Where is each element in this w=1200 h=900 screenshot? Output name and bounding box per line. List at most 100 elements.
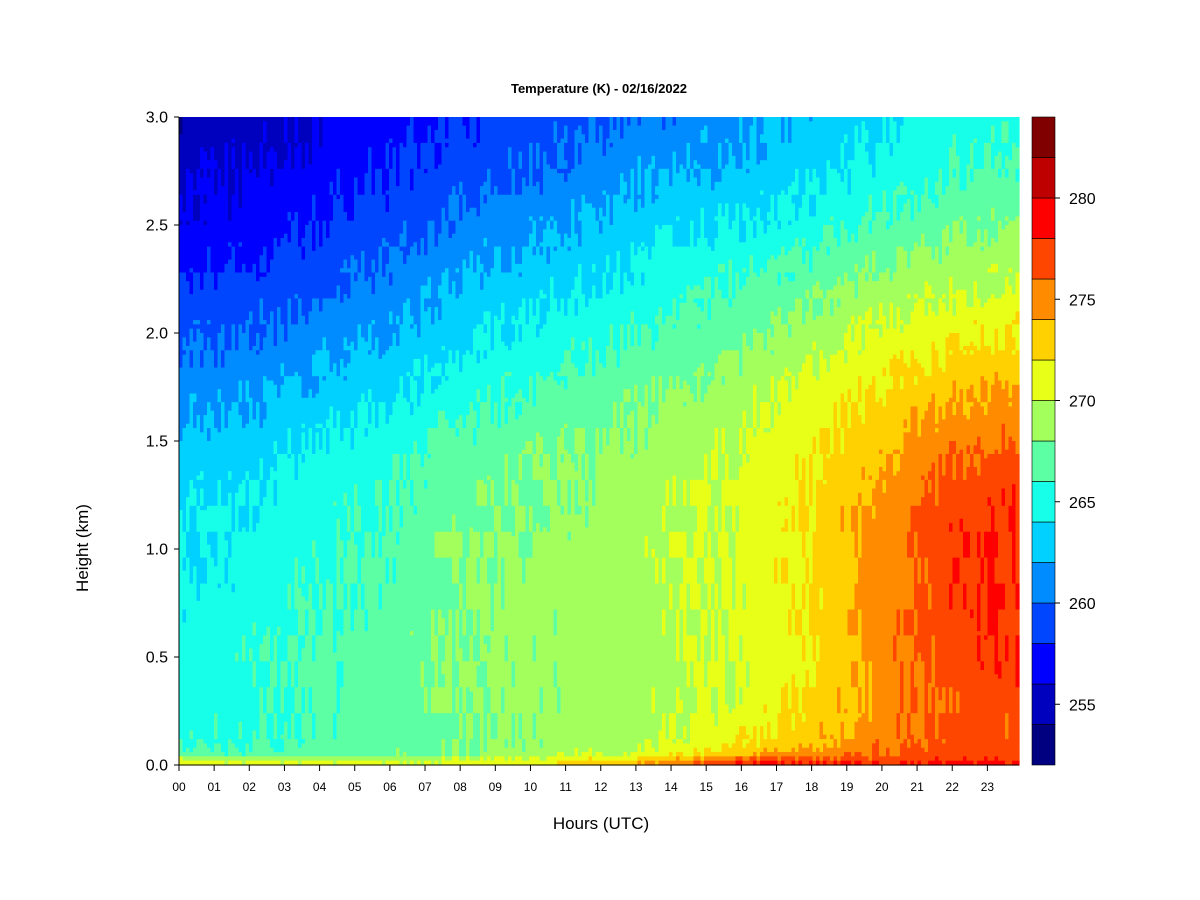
heatmap-cell — [284, 337, 289, 343]
heatmap-cell — [560, 237, 565, 243]
heatmap-cell — [287, 302, 292, 308]
heatmap-cell — [529, 173, 534, 179]
heatmap-cell — [984, 337, 996, 343]
heatmap-cell — [893, 272, 1017, 278]
heatmap-cell — [1005, 155, 1010, 161]
heatmap-cell — [483, 194, 488, 200]
heatmap-cell — [424, 250, 429, 256]
heatmap-cell — [221, 389, 240, 395]
heatmap-cell — [788, 250, 803, 256]
heatmap-cell — [665, 320, 772, 325]
heatmap-cell — [217, 281, 352, 287]
heatmap-cell — [245, 397, 254, 403]
heatmap-cell — [182, 363, 191, 369]
heatmap-cell — [564, 358, 572, 364]
heatmap-cell — [217, 276, 257, 282]
heatmap-cell — [354, 186, 359, 192]
heatmap-cell — [273, 147, 289, 153]
heatmap-cell — [686, 289, 712, 295]
heatmap-cell — [588, 125, 597, 131]
heatmap-cell — [221, 419, 226, 425]
heatmap-cell — [854, 324, 863, 330]
heatmap-cell — [413, 410, 439, 416]
heatmap-cell — [518, 324, 523, 330]
heatmap-cell — [581, 142, 604, 148]
heatmap-cell — [515, 315, 520, 321]
heatmap-cell — [714, 281, 719, 287]
heatmap-cell — [378, 350, 387, 356]
heatmap-cell — [382, 268, 387, 274]
heatmap-cell — [238, 199, 243, 204]
heatmap-cell — [375, 415, 380, 420]
heatmap-cell — [630, 117, 639, 122]
heatmap-cell — [952, 298, 957, 304]
heatmap-cell — [847, 389, 852, 395]
heatmap-cell — [539, 151, 544, 157]
heatmap-cell — [851, 415, 863, 420]
heatmap-cell — [634, 242, 642, 248]
heatmap-cell — [266, 333, 275, 338]
heatmap-cell — [448, 125, 467, 131]
heatmap-cell — [774, 393, 779, 399]
heatmap-cell — [697, 380, 702, 386]
heatmap-cell — [1001, 432, 1006, 438]
heatmap-cell — [193, 320, 201, 325]
heatmap-cell — [571, 168, 632, 174]
heatmap-cell — [875, 164, 950, 170]
heatmap-cell — [235, 186, 240, 192]
heatmap-cell — [371, 173, 376, 179]
heatmap-cell — [522, 255, 548, 261]
heatmap-cell — [816, 441, 821, 446]
heatmap-cell — [525, 315, 530, 321]
heatmap-cell — [228, 203, 233, 209]
heatmap-cell — [998, 225, 1003, 230]
heatmap-cell — [214, 410, 222, 416]
heatmap-cell — [413, 181, 460, 187]
heatmap-cell — [466, 203, 481, 209]
heatmap-cell — [711, 298, 730, 304]
heatmap-cell — [403, 389, 411, 395]
heatmap-cell — [672, 160, 677, 166]
heatmap-cell — [763, 117, 782, 122]
heatmap-cell — [830, 358, 845, 364]
heatmap-cell — [179, 294, 296, 300]
heatmap-cell — [977, 441, 982, 446]
heatmap-cell — [270, 168, 275, 174]
heatmap-cell — [308, 315, 390, 321]
heatmap-cell — [900, 380, 905, 386]
heatmap-cell — [1001, 129, 1010, 135]
heatmap-cell — [224, 363, 282, 369]
heatmap-cell — [315, 225, 320, 230]
heatmap-cell — [756, 155, 768, 161]
heatmap-cell — [368, 155, 373, 161]
heatmap-cell — [578, 142, 583, 148]
heatmap-cell — [210, 250, 233, 256]
heatmap-cell — [938, 428, 1003, 433]
heatmap-cell — [490, 406, 495, 412]
heatmap-cell — [354, 177, 359, 183]
heatmap-cell — [284, 376, 303, 382]
heatmap-cell — [322, 142, 387, 148]
heatmap-cell — [210, 173, 215, 179]
heatmap-cell — [322, 345, 327, 351]
heatmap-cell — [228, 164, 233, 170]
heatmap-cell — [896, 268, 989, 274]
heatmap-cell — [448, 276, 464, 282]
heatmap-cell — [581, 129, 590, 135]
heatmap-cell — [539, 186, 544, 192]
heatmap-cell — [847, 415, 852, 420]
heatmap-cell — [798, 380, 859, 386]
heatmap-cell — [312, 237, 317, 243]
heatmap-cell — [882, 324, 887, 330]
heatmap-cell — [480, 194, 485, 200]
heatmap-cell — [504, 402, 513, 408]
heatmap-cell — [445, 134, 450, 140]
heatmap-cell — [368, 147, 373, 153]
heatmap-cell — [812, 289, 824, 295]
heatmap-cell — [294, 117, 299, 122]
heatmap-cell — [865, 147, 877, 153]
heatmap-cell — [553, 294, 572, 300]
heatmap-cell — [553, 125, 558, 131]
heatmap-cell — [476, 441, 527, 446]
heatmap-cell — [700, 380, 712, 386]
